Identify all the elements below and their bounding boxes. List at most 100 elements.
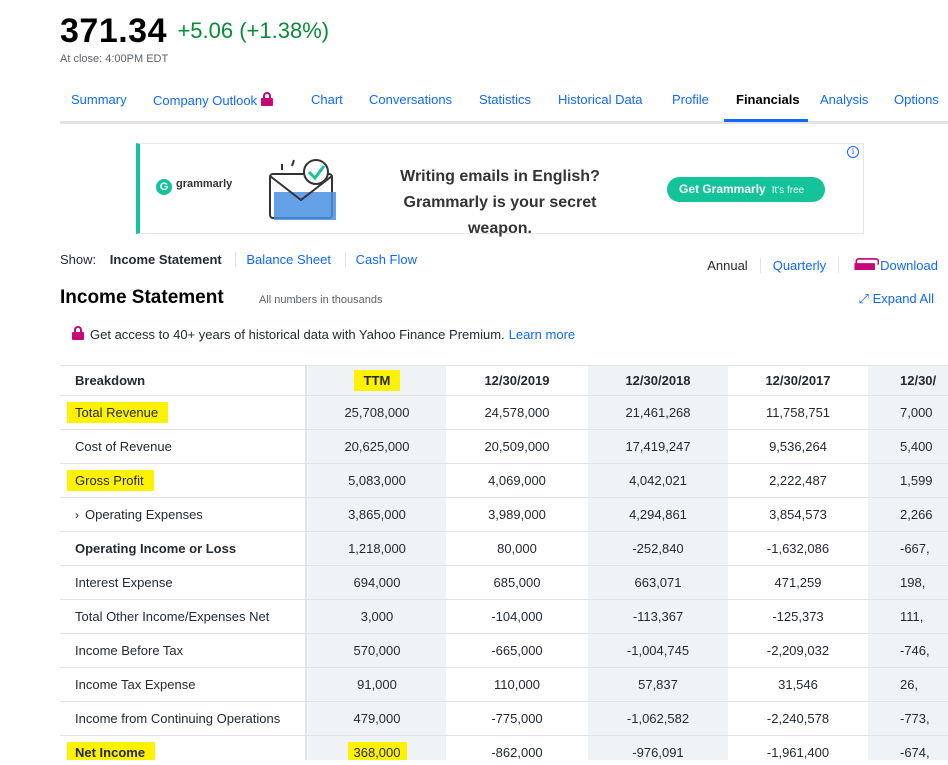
cash-flow-link[interactable]: Cash Flow bbox=[344, 252, 427, 267]
income-statement-link[interactable]: Income Statement bbox=[109, 252, 222, 267]
table-cell: -1,004,745 bbox=[588, 634, 728, 667]
ad-headline: Writing emails in English? Grammarly is … bbox=[370, 164, 630, 242]
table-cell: 21,461,268 bbox=[588, 396, 728, 429]
row-label-text: Total Revenue bbox=[67, 402, 169, 423]
download-label: Download bbox=[880, 258, 938, 273]
expand-all-button[interactable]: ⤢ Expand All bbox=[859, 291, 934, 307]
cell-value: 91,000 bbox=[357, 677, 397, 692]
cell-value: 26, bbox=[900, 677, 919, 692]
table-cell: 20,509,000 bbox=[446, 430, 588, 463]
table-cell: -862,000 bbox=[446, 736, 588, 765]
cell-value: 9,536,264 bbox=[769, 439, 827, 454]
cell-value: 5,400 bbox=[900, 439, 933, 454]
table-cell: -1,062,582 bbox=[588, 702, 728, 735]
cell-value: -667, bbox=[900, 541, 930, 556]
ad-info-icon[interactable]: i bbox=[847, 146, 859, 158]
cell-value: 110,000 bbox=[493, 677, 541, 692]
table-row: Interest Expense 694,000 685,000 663,071 471… bbox=[60, 566, 948, 600]
annual-button[interactable]: Annual bbox=[707, 258, 748, 273]
row-label: Gross Profit bbox=[60, 464, 307, 497]
cell-value: 198, bbox=[900, 575, 926, 590]
row-label: Income from Continuing Operations bbox=[60, 702, 307, 735]
grammarly-g-icon: G bbox=[156, 179, 172, 195]
cell-value: -746, bbox=[900, 643, 930, 658]
ad-headline-line2: Grammarly is your secret weapon. bbox=[403, 194, 597, 237]
tab-analysis[interactable]: Analysis bbox=[820, 92, 869, 107]
get-grammarly-button[interactable]: Get Grammarly It's free bbox=[667, 177, 825, 202]
table-row: Income from Continuing Operations 479,000… bbox=[60, 702, 948, 736]
quote-header: 371.34 +5.06 (+1.38%) At close: 4:00PM E… bbox=[60, 12, 329, 65]
row-label-text: Interest Expense bbox=[75, 575, 173, 590]
table-cell: 471,259 bbox=[728, 566, 868, 599]
table-cell: -104,000 bbox=[446, 600, 588, 633]
breakdown-header: Breakdown bbox=[60, 366, 307, 395]
tab-conversations[interactable]: Conversations bbox=[369, 92, 453, 107]
close-time: At close: 4:00PM EDT bbox=[60, 53, 169, 65]
table-cell: 694,000 bbox=[308, 566, 446, 599]
row-label: Interest Expense bbox=[60, 566, 307, 599]
cell-value: -113,367 bbox=[632, 609, 684, 624]
row-label-text: Income Before Tax bbox=[75, 643, 184, 658]
row-label[interactable]: › Operating Expenses bbox=[60, 498, 307, 531]
chevron-right-icon[interactable]: › bbox=[75, 507, 79, 522]
cell-value: -976,091 bbox=[632, 745, 684, 760]
cell-value: -125,373 bbox=[772, 609, 824, 624]
row-label-text: Cost of Revenue bbox=[75, 439, 172, 454]
cell-value: 21,461,268 bbox=[625, 405, 691, 420]
cell-value: 20,509,000 bbox=[484, 439, 550, 454]
ad-headline-line1: Writing emails in English? bbox=[400, 168, 600, 185]
cell-value: 3,000 bbox=[360, 609, 394, 624]
quote-nav-tabs: Summary Company Outlook Chart Conversati… bbox=[60, 86, 948, 124]
table-cell: -746, bbox=[868, 634, 948, 667]
tab-financials[interactable]: Financials bbox=[736, 92, 800, 107]
row-label: Income Before Tax bbox=[60, 634, 307, 667]
balance-sheet-link[interactable]: Balance Sheet bbox=[235, 252, 341, 267]
section-title: Income Statement bbox=[60, 287, 224, 308]
column-header: 12/30/2018 bbox=[588, 366, 728, 395]
cell-value: 17,419,247 bbox=[625, 439, 691, 454]
download-button[interactable]: Download bbox=[838, 257, 938, 273]
table-cell: 198, bbox=[868, 566, 948, 599]
tab-company-outlook[interactable]: Company Outlook bbox=[153, 92, 274, 108]
table-cell: 4,294,861 bbox=[588, 498, 728, 531]
table-cell: 110,000 bbox=[446, 668, 588, 701]
quote-price: 371.34 bbox=[60, 12, 167, 50]
table-cell: -1,961,400 bbox=[728, 736, 868, 765]
cell-value: -2,240,578 bbox=[766, 711, 830, 726]
table-cell: 2,266 bbox=[868, 498, 948, 531]
cell-value: 2,222,487 bbox=[769, 473, 827, 488]
table-cell: 570,000 bbox=[308, 634, 446, 667]
tab-summary[interactable]: Summary bbox=[71, 92, 127, 107]
envelope-check-icon bbox=[269, 159, 336, 220]
tab-chart[interactable]: Chart bbox=[311, 92, 343, 107]
table-cell: 3,865,000 bbox=[308, 498, 446, 531]
learn-more-link[interactable]: Learn more bbox=[508, 327, 576, 342]
cell-value: -1,632,086 bbox=[766, 541, 830, 556]
table-cell: 31,546 bbox=[728, 668, 868, 701]
tab-options[interactable]: Options bbox=[894, 92, 939, 107]
cell-value: -775,000 bbox=[491, 711, 543, 726]
table-row: Operating Income or Loss 1,218,000 80,000 -… bbox=[60, 532, 948, 566]
table-cell: -1,632,086 bbox=[728, 532, 868, 565]
table-cell: -2,240,578 bbox=[728, 702, 868, 735]
table-cell: 111, bbox=[868, 600, 948, 633]
table-row: Income Tax Expense 91,000 110,000 57,837 31,… bbox=[60, 668, 948, 702]
quarterly-button[interactable]: Quarterly bbox=[759, 258, 838, 273]
table-cell: 5,083,000 bbox=[308, 464, 446, 497]
tab-profile[interactable]: Profile bbox=[672, 92, 709, 107]
tab-historical-data[interactable]: Historical Data bbox=[558, 92, 643, 107]
cell-value: -1,062,582 bbox=[626, 711, 690, 726]
statement-selector: Show: Income Statement Balance Sheet Cas… bbox=[60, 252, 427, 267]
table-cell: 80,000 bbox=[446, 532, 588, 565]
row-label-text: Operating Expenses bbox=[85, 507, 203, 522]
cell-value: -1,004,745 bbox=[626, 643, 690, 658]
table-cell: 9,536,264 bbox=[728, 430, 868, 463]
column-header: TTM bbox=[308, 366, 446, 395]
row-label-text: Net Income bbox=[67, 742, 156, 763]
cell-value: 4,069,000 bbox=[488, 473, 546, 488]
column-header: 12/30/ bbox=[868, 366, 948, 395]
cell-value: -773, bbox=[900, 711, 930, 726]
table-cell: -665,000 bbox=[446, 634, 588, 667]
tab-statistics[interactable]: Statistics bbox=[479, 92, 532, 107]
